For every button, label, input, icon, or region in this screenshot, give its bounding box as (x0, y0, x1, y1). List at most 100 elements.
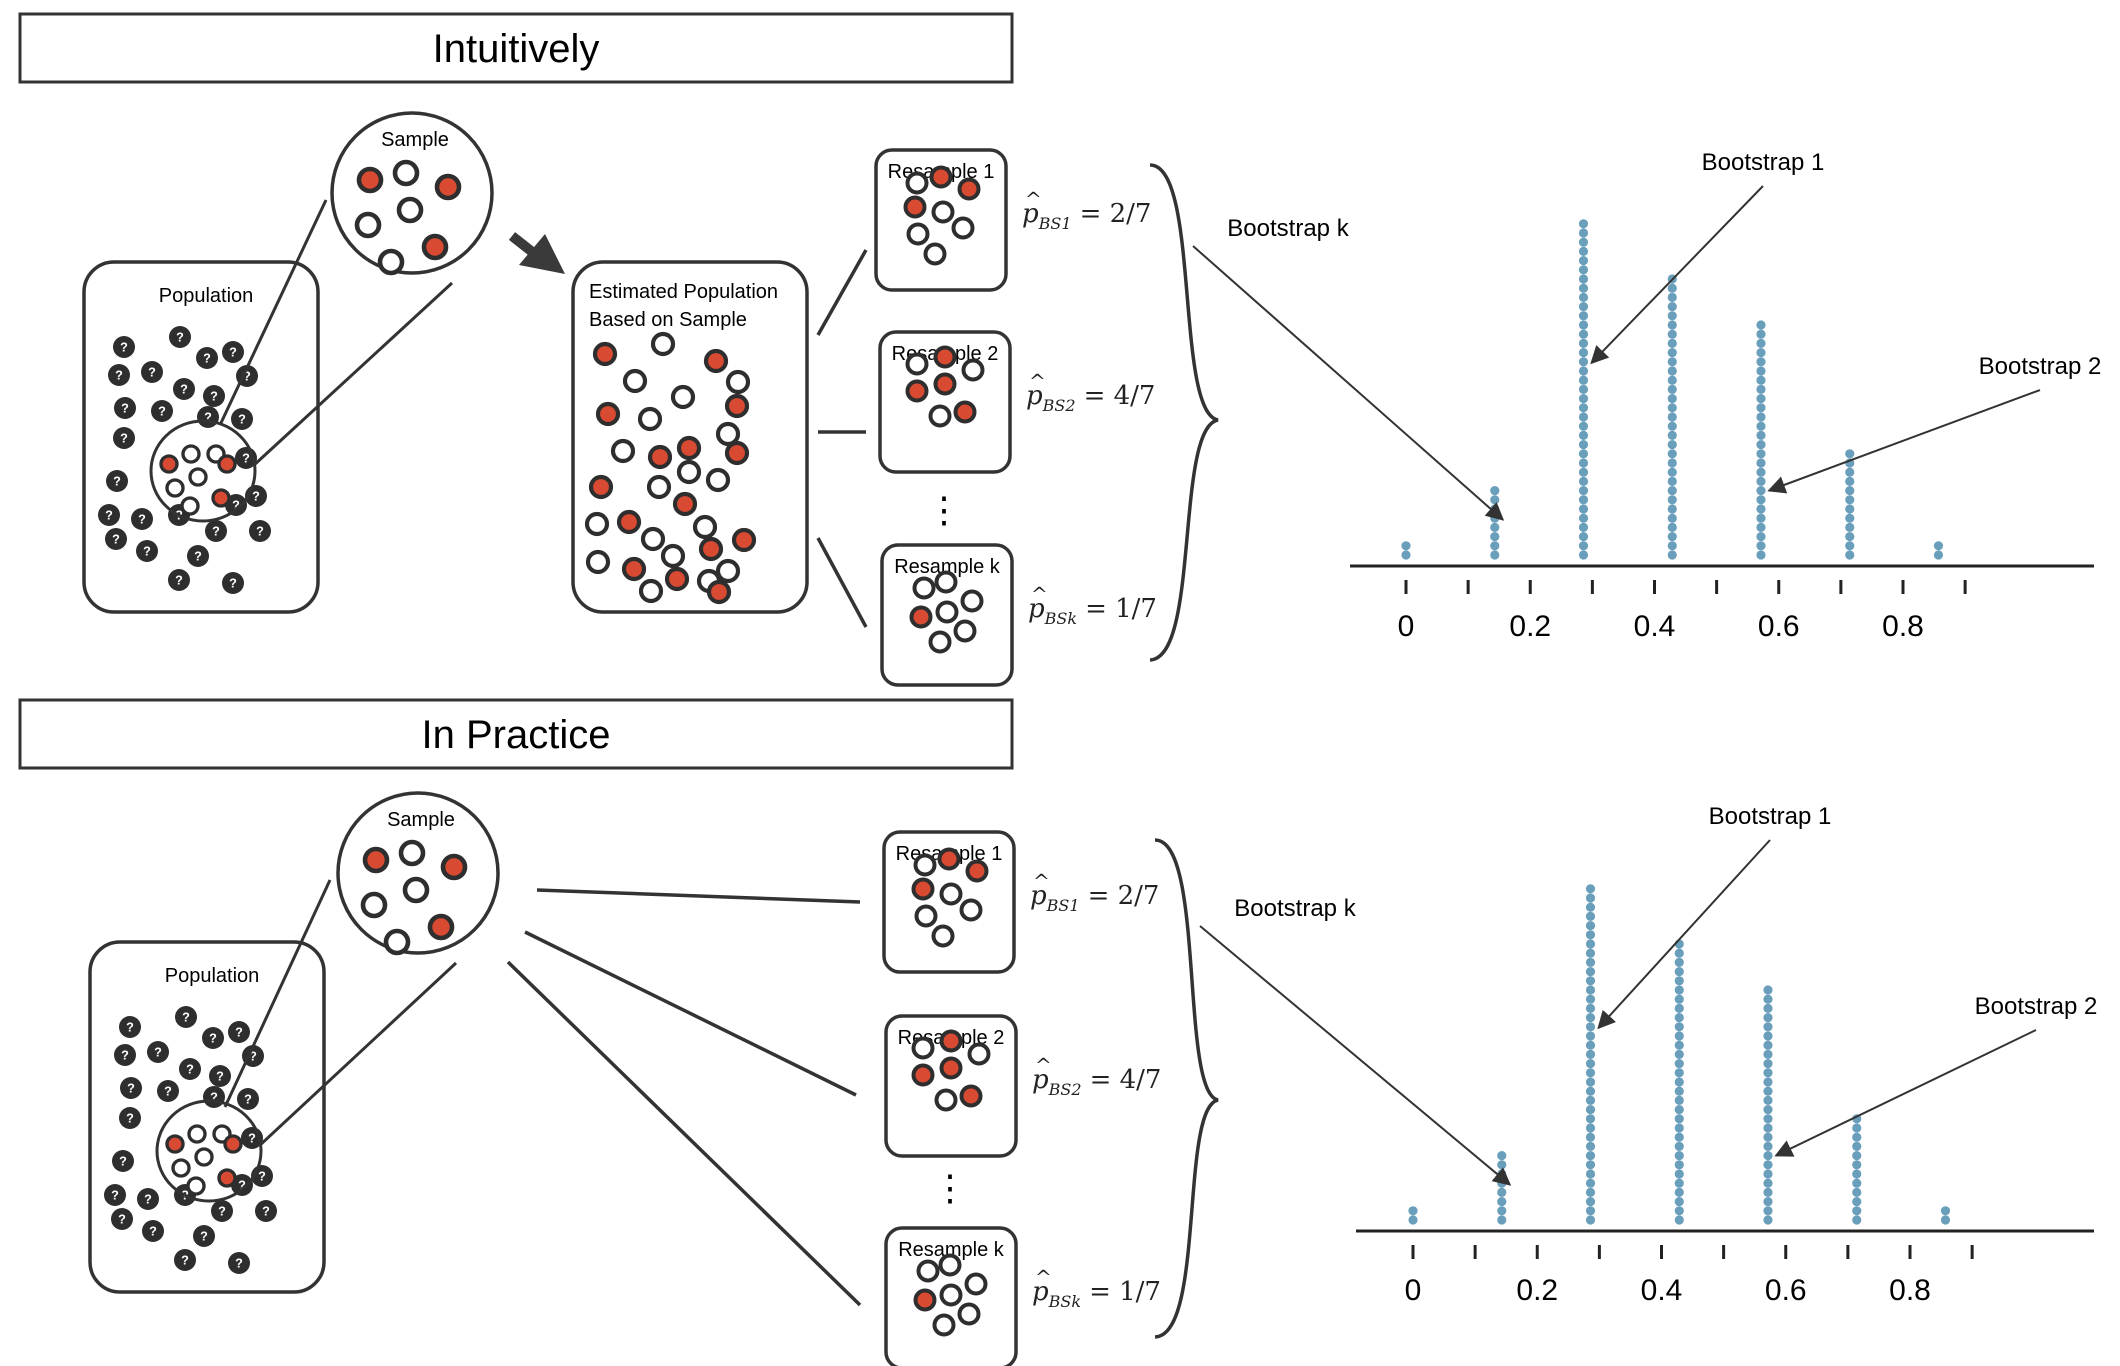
panel-title: Intuitively (433, 27, 600, 71)
svg-text:?: ? (210, 1091, 218, 1105)
data-point (1578, 283, 1589, 293)
data-point (1490, 486, 1500, 496)
data-point (1667, 283, 1677, 293)
red-marble-icon (937, 847, 961, 871)
unknown-marble-icon: ? (151, 400, 173, 422)
data-point (1852, 1169, 1862, 1179)
white-marble-icon (959, 898, 983, 922)
unknown-marble-icon: ? (131, 508, 153, 530)
unknown-marble-icon: ? (113, 427, 135, 449)
brace (1154, 838, 1219, 1339)
data-point (1585, 1160, 1596, 1170)
red-marble-icon (434, 173, 462, 201)
data-point (1578, 504, 1589, 514)
connector-line (816, 249, 868, 336)
data-point (1763, 1086, 1773, 1096)
data-point (1756, 366, 1766, 376)
data-point (1674, 1049, 1684, 1059)
data-point (1578, 228, 1589, 238)
red-marble-icon (724, 440, 750, 466)
data-point (1490, 522, 1500, 533)
annotation-arrow (1767, 389, 2041, 494)
data-point (1763, 1049, 1773, 1059)
resample-box: Resample 1 (874, 148, 1008, 292)
data-point (1845, 495, 1855, 505)
white-marble-icon (961, 358, 985, 382)
data-point (1667, 375, 1677, 385)
red-marble-icon (959, 1084, 983, 1108)
data-point (1585, 1077, 1596, 1087)
data-point (1674, 1022, 1684, 1032)
svg-text:?: ? (113, 475, 121, 489)
data-point (1667, 348, 1677, 358)
title-box (18, 698, 1014, 770)
svg-text:?: ? (126, 1021, 134, 1035)
data-point (1756, 486, 1766, 496)
data-point (1763, 1215, 1773, 1225)
data-point (1578, 440, 1589, 450)
unknown-marble-icon: ? (112, 1150, 134, 1172)
svg-text:?: ? (229, 577, 237, 591)
data-point (1674, 1013, 1684, 1023)
bootstrap-estimate: pBSk = 1/7 (1028, 594, 1157, 628)
white-marble-icon (398, 839, 426, 867)
data-point (1497, 1187, 1507, 1197)
hat-accent: ^ (1029, 369, 1046, 393)
unknown-marble-icon: ? (120, 1077, 142, 1099)
svg-text:?: ? (121, 402, 129, 416)
unknown-marble-icon: ? (114, 1044, 136, 1066)
data-point (1585, 1040, 1596, 1050)
population-label: Population (159, 285, 254, 307)
svg-text:?: ? (126, 1112, 134, 1126)
data-point (1756, 550, 1766, 560)
svg-text:?: ? (121, 1049, 129, 1063)
data-point (1585, 1197, 1596, 1207)
red-marble-icon (724, 393, 750, 419)
data-point (1674, 1132, 1684, 1142)
white-marble-icon (383, 928, 411, 956)
data-point (1585, 1095, 1596, 1105)
data-point (1578, 412, 1589, 422)
data-point (1756, 495, 1766, 505)
svg-text:?: ? (182, 1011, 190, 1025)
white-marble-icon (957, 1302, 981, 1326)
panel-intuitively: Intuitively Population ?????????????????… (18, 12, 2101, 687)
white-marble-icon (646, 474, 672, 500)
data-point (1578, 375, 1589, 385)
svg-text:?: ? (258, 1170, 266, 1184)
white-marble-icon (912, 576, 936, 600)
unknown-marble-icon: ? (187, 545, 209, 567)
red-marble-icon (957, 177, 981, 201)
svg-text:?: ? (127, 1082, 135, 1096)
white-marble-icon (640, 526, 666, 552)
red-marble-icon (664, 566, 690, 592)
data-point (1674, 1086, 1684, 1096)
annotation-arrow (1590, 185, 1764, 365)
svg-text:?: ? (203, 352, 211, 366)
data-point (1756, 384, 1766, 394)
data-point (1578, 265, 1589, 275)
data-point (1674, 1160, 1684, 1170)
data-point (1756, 338, 1766, 348)
data-point (1845, 476, 1855, 486)
data-point (1585, 994, 1596, 1004)
unknown-marble-icon: ? (205, 520, 227, 542)
unknown-marble-icon: ? (137, 1188, 159, 1210)
resample-box: Resample k (880, 543, 1014, 687)
white-marble-icon (951, 216, 975, 240)
svg-text:?: ? (180, 383, 188, 397)
data-point (1578, 338, 1589, 348)
sample-marbles (354, 159, 462, 276)
white-marble-icon (396, 196, 424, 224)
data-point (1852, 1187, 1862, 1197)
x-tick-label: 0.8 (1882, 610, 1924, 643)
red-marble-icon (223, 1134, 243, 1154)
white-marble-icon (377, 248, 405, 276)
data-point (1578, 302, 1589, 312)
annotation-arrow (1192, 245, 1505, 521)
data-point (1845, 522, 1855, 533)
data-point (1756, 449, 1766, 459)
data-point (1756, 532, 1766, 542)
data-point (1585, 967, 1596, 977)
data-point (1674, 1040, 1684, 1050)
